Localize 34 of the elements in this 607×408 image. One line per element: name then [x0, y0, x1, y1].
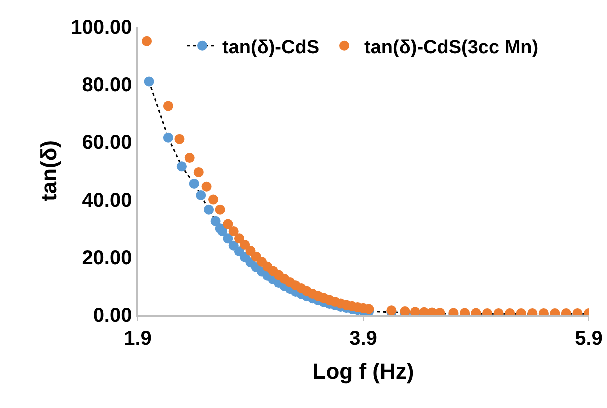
point — [223, 234, 234, 244]
point — [234, 234, 244, 244]
point — [202, 182, 212, 192]
x-tick-label: 1.9 — [124, 328, 152, 350]
point — [228, 226, 239, 236]
point — [196, 190, 206, 200]
point — [223, 219, 234, 230]
point — [174, 134, 185, 144]
point — [144, 76, 154, 87]
x-tick-label: 3.9 — [350, 328, 378, 350]
point — [163, 101, 174, 112]
point — [208, 194, 219, 205]
point — [176, 162, 187, 172]
y-axis-title: tan(δ) — [36, 140, 62, 202]
y-tick-label: 40.00 — [82, 190, 132, 212]
x-tick-label: 5.9 — [575, 328, 603, 350]
x-axis-title: Log f (Hz) — [312, 359, 414, 384]
point — [204, 204, 214, 215]
y-tick-label: 20.00 — [82, 247, 132, 270]
point — [189, 178, 200, 189]
y-tick-label: 80.00 — [82, 74, 132, 97]
point — [163, 132, 174, 143]
y-tick-label: 0.00 — [93, 305, 132, 327]
y-tick-label: 100.00 — [71, 17, 132, 39]
point — [184, 153, 195, 164]
point — [215, 204, 226, 215]
point — [142, 36, 152, 46]
legend-label: tan(δ)-CdS — [222, 37, 320, 58]
point — [194, 167, 204, 178]
point — [240, 240, 250, 250]
y-tick-label: 60.00 — [82, 132, 132, 154]
point — [364, 304, 374, 314]
point — [210, 216, 221, 226]
legend-label: tan(δ)-CdS(3cc Mn) — [364, 37, 539, 58]
